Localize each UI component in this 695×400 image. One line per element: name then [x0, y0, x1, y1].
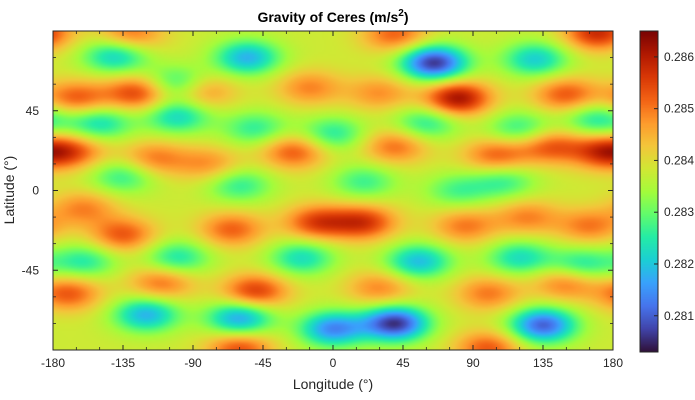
x-tick-label: -135: [111, 356, 135, 370]
x-tick-label: 0: [330, 356, 337, 370]
y-tick-label: -45: [22, 263, 40, 277]
y-tick-label: 0: [32, 184, 39, 198]
x-tick-label: -45: [254, 356, 272, 370]
x-tick-label: 135: [533, 356, 553, 370]
colorbar-tick-label: 0.283: [664, 205, 694, 219]
y-tick-label: 45: [26, 104, 40, 118]
y-axis-label: Latitude (°): [1, 156, 17, 225]
colorbar-ticks: 0.281 0.282 0.283 0.284 0.285 0.286: [654, 50, 694, 323]
colorbar-tick-label: 0.282: [664, 257, 694, 271]
y-axis: -45 0 45: [22, 57, 613, 324]
chart-title: Gravity of Ceres (m/s2): [257, 8, 408, 25]
x-tick-label: 45: [396, 356, 410, 370]
x-axis-label: Longitude (°): [293, 376, 373, 392]
heatmap-image: [53, 31, 613, 350]
x-tick-label: 180: [603, 356, 623, 370]
colorbar-frame: [639, 30, 659, 353]
x-axis: -180 -135 -90 -45 0 45 90 135 180: [41, 31, 623, 370]
colorbar-gradient: [640, 31, 658, 352]
colorbar-tick-label: 0.281: [664, 309, 694, 323]
colorbar-tick-label: 0.284: [664, 153, 694, 167]
x-tick-label: 90: [466, 356, 480, 370]
colorbar-tick-label: 0.286: [664, 50, 694, 64]
x-tick-label: -90: [184, 356, 202, 370]
x-tick-label: -180: [41, 356, 65, 370]
heatmap-plot: -180 -135 -90 -45 0 45 90 135 180 -45 0 45: [22, 30, 623, 370]
colorbar-tick-label: 0.285: [664, 102, 694, 116]
colorbar: 0.281 0.282 0.283 0.284 0.285 0.286: [639, 30, 694, 353]
